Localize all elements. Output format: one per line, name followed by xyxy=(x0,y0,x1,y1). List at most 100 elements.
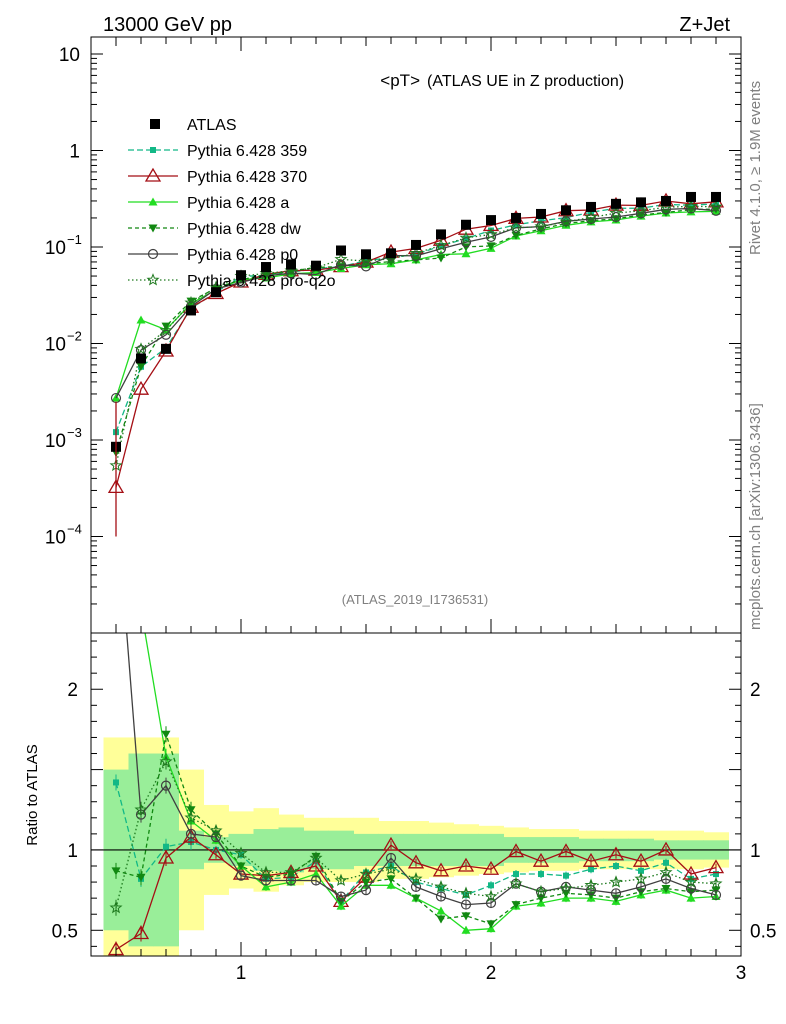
data-point xyxy=(611,198,621,209)
data-point xyxy=(136,353,146,364)
ratio-mc-series xyxy=(107,828,725,956)
main-y-tick-label: 10 xyxy=(45,431,66,452)
mc-point xyxy=(713,871,719,878)
data-point xyxy=(661,195,671,206)
data-point xyxy=(336,245,346,256)
mc-point xyxy=(586,891,596,900)
mc-point xyxy=(607,846,625,861)
legend-entry: Pythia 6.428 p0 xyxy=(128,247,298,264)
main-y-tick-exponent: −1 xyxy=(67,232,82,247)
mc-point xyxy=(534,884,548,898)
mc-point xyxy=(613,863,619,870)
data-point xyxy=(150,119,160,129)
mc-point xyxy=(685,203,697,214)
data-point xyxy=(686,191,696,202)
mc-line xyxy=(115,210,717,399)
x-tick-label: 3 xyxy=(736,963,747,984)
data-point xyxy=(286,259,296,270)
x-tick-label: 1 xyxy=(236,963,247,984)
mc-point xyxy=(436,254,446,263)
ratio-y-axis: 0.5 0.5 1 1 2 2 xyxy=(52,640,776,947)
mc-point xyxy=(335,259,347,270)
data-point xyxy=(436,229,446,240)
mc-point xyxy=(588,866,594,873)
mc-point xyxy=(709,876,723,890)
mc-point xyxy=(486,920,496,929)
ratio-y-tick-label: 1 xyxy=(67,841,78,862)
main-y-tick-exponent: −2 xyxy=(67,328,82,343)
legend-label: Pythia 6.428 359 xyxy=(187,143,307,160)
mc-point xyxy=(484,889,498,903)
mc-point xyxy=(584,210,598,223)
mc-point xyxy=(513,221,519,228)
mc-point xyxy=(713,200,719,207)
mc-point xyxy=(459,230,473,244)
main-y-tick-label: 10 xyxy=(45,527,66,548)
mc-point xyxy=(160,780,172,791)
legend-label: ATLAS xyxy=(187,117,237,134)
mc-point xyxy=(159,754,173,768)
mc-point xyxy=(584,878,598,891)
mc-point xyxy=(434,880,448,893)
mc-point xyxy=(336,897,346,906)
ratio-mc-series xyxy=(126,633,722,910)
mc-point xyxy=(410,250,422,262)
mc-point xyxy=(359,867,373,880)
mc-point xyxy=(461,912,471,921)
mc-point xyxy=(534,219,548,233)
mc-point xyxy=(160,329,172,340)
legend-entry: Pythia 6.428 370 xyxy=(128,167,307,186)
mc-point xyxy=(559,214,573,228)
mc-point xyxy=(684,199,698,212)
mc-point xyxy=(184,810,198,824)
legend-entry: Pythia 6.428 359 xyxy=(128,143,307,160)
mc-point xyxy=(361,878,371,887)
mc-point xyxy=(435,891,447,902)
ratio-panel: 0.5 0.5 1 1 2 2 Ratio to ATLAS xyxy=(24,632,776,957)
mc-point xyxy=(310,875,322,886)
data-point xyxy=(511,212,521,223)
mc-point xyxy=(538,871,544,878)
legend-label: Pythia 6.428 dw xyxy=(187,221,301,238)
mc-point xyxy=(460,237,472,248)
legend-label: Pythia 6.428 370 xyxy=(187,169,307,186)
mc-point xyxy=(557,843,575,858)
data-point xyxy=(411,239,421,250)
mc-point xyxy=(611,894,621,903)
mc-point xyxy=(436,906,446,915)
main-series xyxy=(107,191,725,537)
data-point xyxy=(636,197,646,208)
legend-label: Pythia 6.428 a xyxy=(187,195,289,212)
mc-point xyxy=(657,841,675,856)
mc-point xyxy=(134,802,148,816)
mc-point xyxy=(109,900,123,914)
mc-point xyxy=(161,730,171,739)
ratio-y-tick-label-right: 0.5 xyxy=(750,921,776,942)
x-axis: 1 2 3 xyxy=(90,37,747,984)
mc-point xyxy=(659,865,673,879)
mc-point xyxy=(460,899,472,910)
data-point xyxy=(311,260,321,271)
data-point xyxy=(211,287,221,298)
mc-point xyxy=(185,828,197,839)
mc-point xyxy=(159,323,173,337)
ratio-y-tick-label-right: 1 xyxy=(750,841,761,862)
mc-point xyxy=(311,869,321,878)
mc-point xyxy=(582,852,600,867)
legend-entry: Pythia 6.428 dw xyxy=(128,221,301,238)
mc-point xyxy=(134,342,148,355)
analysis-id: (ATLAS_2019_I1736531) xyxy=(342,592,488,607)
mc-point xyxy=(236,862,246,871)
mc-point xyxy=(413,251,419,258)
mc-point xyxy=(509,220,523,234)
mc-point xyxy=(407,854,425,869)
main-panel: <pT> (ATLAS UE in Z production) (ATLAS_2… xyxy=(45,36,742,634)
legend: ATLAS Pythia 6.428 359 Pythia 6.428 370 Pyt… xyxy=(128,117,336,290)
mc-point xyxy=(634,872,648,885)
ratio-ylabel: Ratio to ATLAS xyxy=(24,744,41,845)
uncertainty-bands xyxy=(91,737,741,956)
legend-entry: Pythia 6.428 a xyxy=(128,195,289,212)
mc-point xyxy=(461,925,471,934)
data-point xyxy=(186,305,196,316)
main-y-tick-exponent: −4 xyxy=(67,521,82,536)
